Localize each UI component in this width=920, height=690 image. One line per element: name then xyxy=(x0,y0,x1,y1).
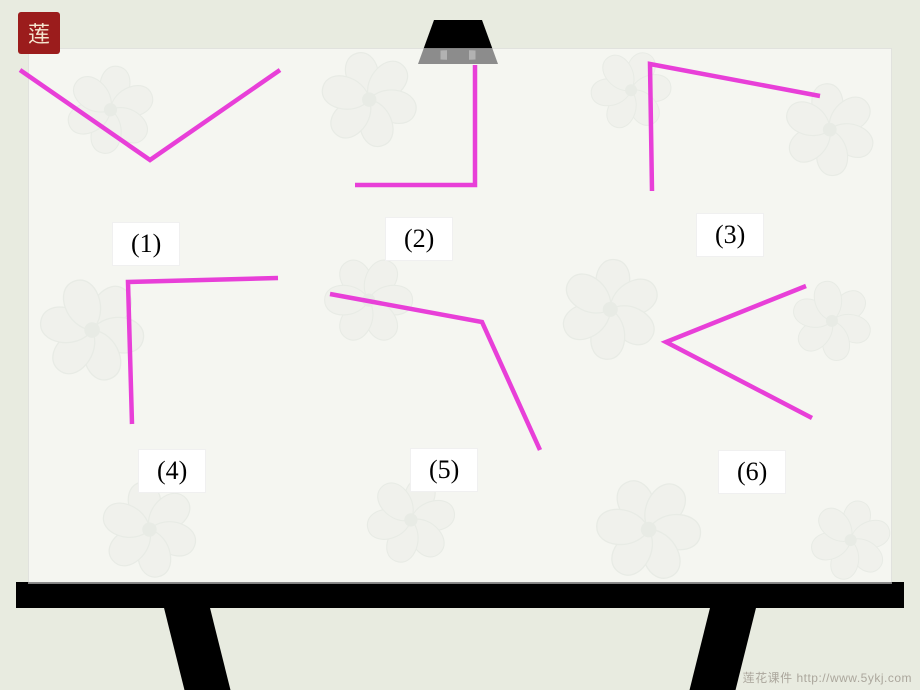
seal-glyph: 莲 xyxy=(28,17,50,49)
easel-bar xyxy=(16,582,904,608)
angle-4 xyxy=(118,276,298,436)
angle-label: (2) xyxy=(385,217,453,261)
angle-label: (3) xyxy=(696,213,764,257)
angle-line xyxy=(20,70,280,160)
angle-label: (1) xyxy=(112,222,180,266)
angle-label: (6) xyxy=(718,450,786,494)
angle-line xyxy=(650,64,820,191)
angle-2 xyxy=(350,60,510,200)
angle-1 xyxy=(10,60,290,190)
angle-line xyxy=(128,278,278,424)
angle-3 xyxy=(640,56,840,206)
seal-stamp: 莲 xyxy=(18,12,60,54)
angle-line xyxy=(666,286,812,418)
angle-line xyxy=(355,65,475,185)
angle-label: (4) xyxy=(138,449,206,493)
angle-6 xyxy=(646,280,836,440)
watermark-text: 莲花课件 http://www.5ykj.com xyxy=(743,669,912,686)
angle-5 xyxy=(326,286,566,466)
angle-line xyxy=(330,294,540,450)
angle-label: (5) xyxy=(410,448,478,492)
